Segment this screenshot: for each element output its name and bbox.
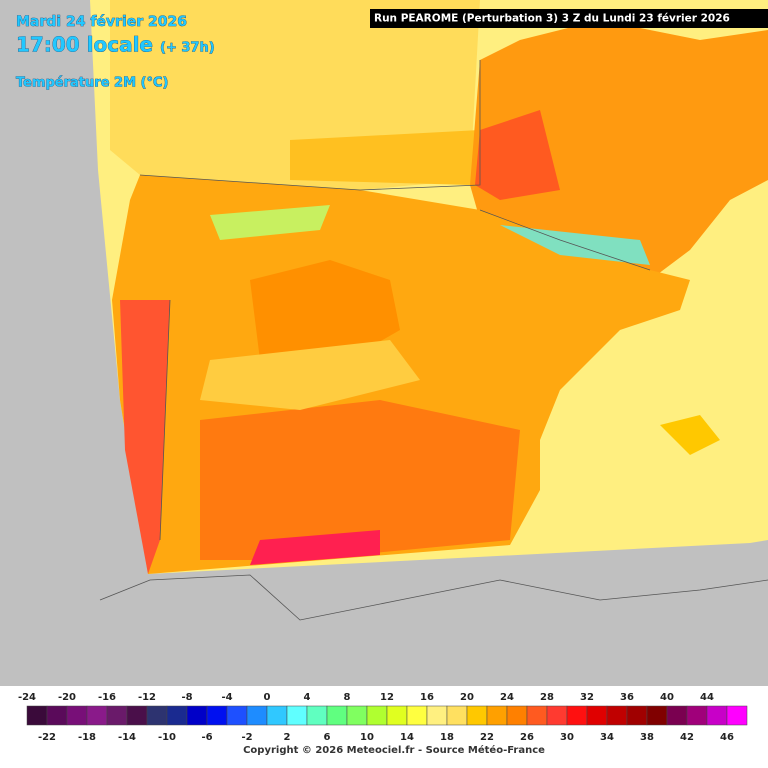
legend-swatch — [226, 705, 248, 726]
legend-label: 32 — [580, 692, 594, 703]
sea-zone — [290, 130, 480, 185]
legend-swatch — [246, 705, 268, 726]
legend-swatch — [566, 705, 588, 726]
legend-swatch — [666, 705, 688, 726]
legend-swatch — [26, 705, 48, 726]
lead: (+ 37h) — [160, 41, 215, 56]
legend-label: -4 — [221, 692, 232, 703]
legend-swatch — [46, 705, 68, 726]
legend-label: 12 — [380, 692, 394, 703]
legend-label: 42 — [680, 732, 694, 743]
parameter: Température 2M (°C) — [16, 76, 168, 91]
central-range — [200, 340, 420, 410]
legend-swatch — [166, 705, 188, 726]
legend-label: 20 — [460, 692, 474, 703]
france — [470, 20, 768, 280]
legend-label: -16 — [98, 692, 116, 703]
legend-label: -8 — [181, 692, 192, 703]
legend-label: 28 — [540, 692, 554, 703]
legend-label: 4 — [304, 692, 311, 703]
legend-label: -18 — [78, 732, 96, 743]
legend-label: 22 — [480, 732, 494, 743]
portugal — [120, 300, 170, 574]
legend-swatch — [426, 705, 448, 726]
legend-swatch — [546, 705, 568, 726]
andalusia-hot — [250, 530, 380, 565]
legend-swatch — [586, 705, 608, 726]
legend-swatch — [626, 705, 648, 726]
meseta — [250, 260, 400, 370]
legend-label: 6 — [324, 732, 331, 743]
legend-panel — [0, 686, 768, 768]
legend-label: 10 — [360, 732, 374, 743]
legend-swatch — [146, 705, 168, 726]
legend-swatch — [86, 705, 108, 726]
legend-swatch — [706, 705, 728, 726]
legend-swatch — [106, 705, 128, 726]
legend-swatch — [466, 705, 488, 726]
legend-swatch — [186, 705, 208, 726]
legend-label: 44 — [700, 692, 714, 703]
legend-swatch — [366, 705, 388, 726]
legend-swatch — [286, 705, 308, 726]
legend-label: -24 — [18, 692, 36, 703]
legend-label: -6 — [201, 732, 212, 743]
legend-label: 36 — [620, 692, 634, 703]
legend-label: -22 — [38, 732, 56, 743]
south-spain — [200, 400, 520, 560]
legend-label: 34 — [600, 732, 614, 743]
run-box — [370, 9, 768, 28]
legend-label: 40 — [660, 692, 674, 703]
legend-label: -20 — [58, 692, 76, 703]
legend-label: 2 — [284, 732, 291, 743]
france-hot — [475, 110, 560, 200]
cantabria — [210, 205, 330, 240]
legend-label: -14 — [118, 732, 136, 743]
date: Mardi 24 février 2026 — [16, 14, 187, 30]
run: Run PEAROME (Perturbation 3) 3 Z du Lund… — [374, 13, 730, 25]
legend-swatch — [326, 705, 348, 726]
legend-label: 30 — [560, 732, 574, 743]
legend-label: 24 — [500, 692, 514, 703]
legend-swatch — [526, 705, 548, 726]
borders — [99, 60, 768, 621]
legend: -24-22-20-18-16-14-12-10-8-6-4-202468101… — [18, 692, 748, 743]
legend-label: 26 — [520, 732, 534, 743]
legend-swatch — [266, 705, 288, 726]
legend-swatch — [66, 705, 88, 726]
legend-label: 14 — [400, 732, 414, 743]
legend-swatch — [126, 705, 148, 726]
legend-swatch — [606, 705, 628, 726]
legend-label: -2 — [241, 732, 252, 743]
copyright: Copyright © 2026 Meteociel.fr - Source M… — [243, 744, 545, 756]
legend-swatch — [686, 705, 708, 726]
legend-label: -10 — [158, 732, 176, 743]
legend-swatch — [446, 705, 468, 726]
legend-swatch — [506, 705, 528, 726]
legend-label: -12 — [138, 692, 156, 703]
legend-swatch — [346, 705, 368, 726]
legend-label: 16 — [420, 692, 434, 703]
legend-label: 38 — [640, 732, 654, 743]
legend-label: 18 — [440, 732, 454, 743]
legend-swatch — [726, 705, 748, 726]
legend-label: 0 — [264, 692, 271, 703]
mallorca — [660, 415, 720, 455]
legend-swatch — [646, 705, 668, 726]
legend-swatch — [406, 705, 428, 726]
legend-swatch — [486, 705, 508, 726]
legend-label: 8 — [344, 692, 351, 703]
legend-swatch — [206, 705, 228, 726]
legend-swatch — [386, 705, 408, 726]
time: 17:00 locale — [16, 33, 153, 57]
legend-label: 46 — [720, 732, 734, 743]
legend-swatch — [306, 705, 328, 726]
